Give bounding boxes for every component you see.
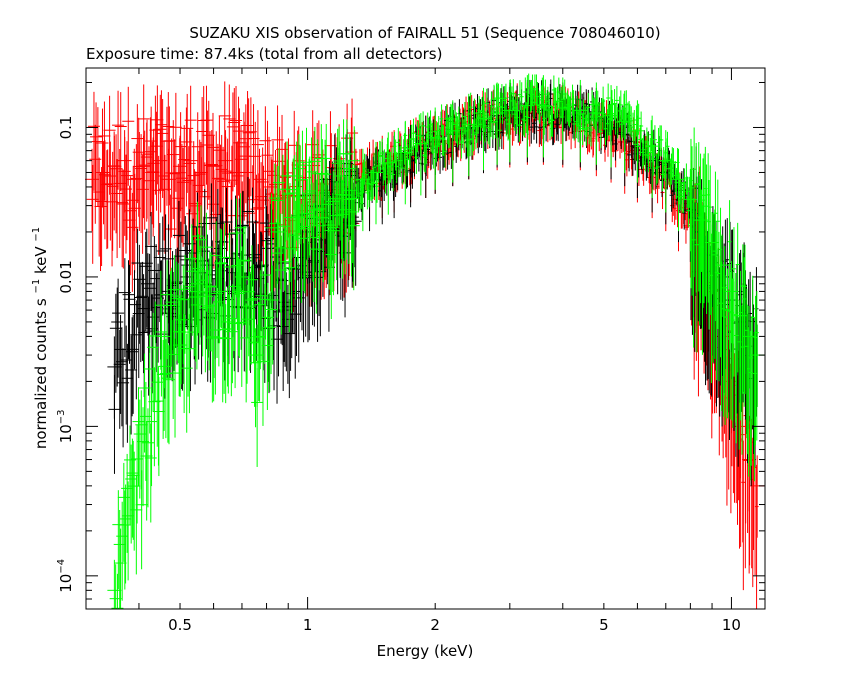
x-tick-label: 2 — [430, 616, 440, 634]
chart-title: SUZAKU XIS observation of FAIRALL 51 (Se… — [189, 24, 660, 42]
y-axis-label-main: normalized counts s — [32, 298, 50, 449]
y-axis-label-unit: keV — [32, 246, 50, 274]
y-axis-label-exp1: −1 — [31, 279, 42, 294]
y-tick-label: 10−4 — [56, 559, 75, 593]
data-series-layer — [85, 73, 765, 609]
chart-subtitle: Exposure time: 87.4ks (total from all de… — [86, 45, 442, 63]
x-axis-label: Energy (keV) — [377, 642, 474, 660]
series-2 — [107, 73, 765, 609]
x-tick-label: 1 — [303, 616, 313, 634]
x-tick-label: 0.5 — [168, 616, 192, 634]
plot-frame — [85, 67, 766, 610]
x-tick-label: 10 — [722, 616, 741, 634]
y-tick-label: 0.1 — [57, 116, 75, 140]
y-tick-label: 0.01 — [57, 260, 75, 293]
x-tick-label: 5 — [599, 616, 609, 634]
y-tick-label: 10−3 — [56, 409, 75, 443]
y-axis-label: normalized counts s −1 keV −1 — [25, 227, 50, 449]
y-axis-label-exp2: −1 — [31, 227, 42, 242]
axis-ticks: 0.5 1 2 5 10 10−4 10−3 0.01 0.1 — [56, 68, 765, 634]
